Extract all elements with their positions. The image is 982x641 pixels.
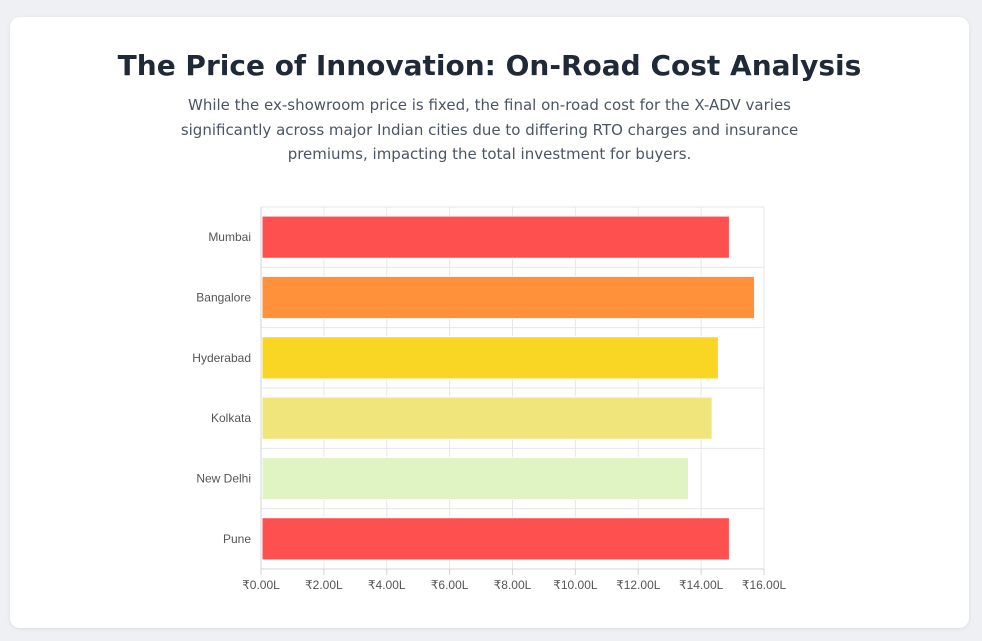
x-tick-label: ₹10.00L xyxy=(553,578,598,592)
x-tick-label: ₹6.00L xyxy=(431,578,469,592)
page-title: The Price of Innovation: On-Road Cost An… xyxy=(117,49,862,82)
x-tick-label: ₹4.00L xyxy=(368,578,406,592)
x-tick-label: ₹12.00L xyxy=(616,578,661,592)
x-tick-label: ₹14.00L xyxy=(679,578,724,592)
y-tick-label: Pune xyxy=(223,532,251,546)
x-tick-label: ₹0.00L xyxy=(242,578,280,592)
bar-bangalore[interactable] xyxy=(261,275,756,320)
bar-mumbai[interactable] xyxy=(261,215,730,259)
page-subtitle: While the ex-showroom price is fixed, th… xyxy=(180,96,799,163)
y-tick-label: Mumbai xyxy=(208,230,251,244)
y-tick-label: Kolkata xyxy=(211,411,251,425)
bar-kolkata[interactable] xyxy=(261,396,713,440)
x-tick-label: ₹2.00L xyxy=(305,578,343,592)
y-tick-label: Bangalore xyxy=(196,291,251,305)
x-tick-label: ₹16.00L xyxy=(742,578,787,592)
bar-hyderabad[interactable] xyxy=(261,336,719,380)
x-tick-label: ₹8.00L xyxy=(494,578,532,592)
y-tick-label: New Delhi xyxy=(196,472,251,486)
bar-pune[interactable] xyxy=(261,517,730,561)
y-tick-label: Hyderabad xyxy=(192,351,251,365)
bar-new-delhi[interactable] xyxy=(261,456,690,501)
